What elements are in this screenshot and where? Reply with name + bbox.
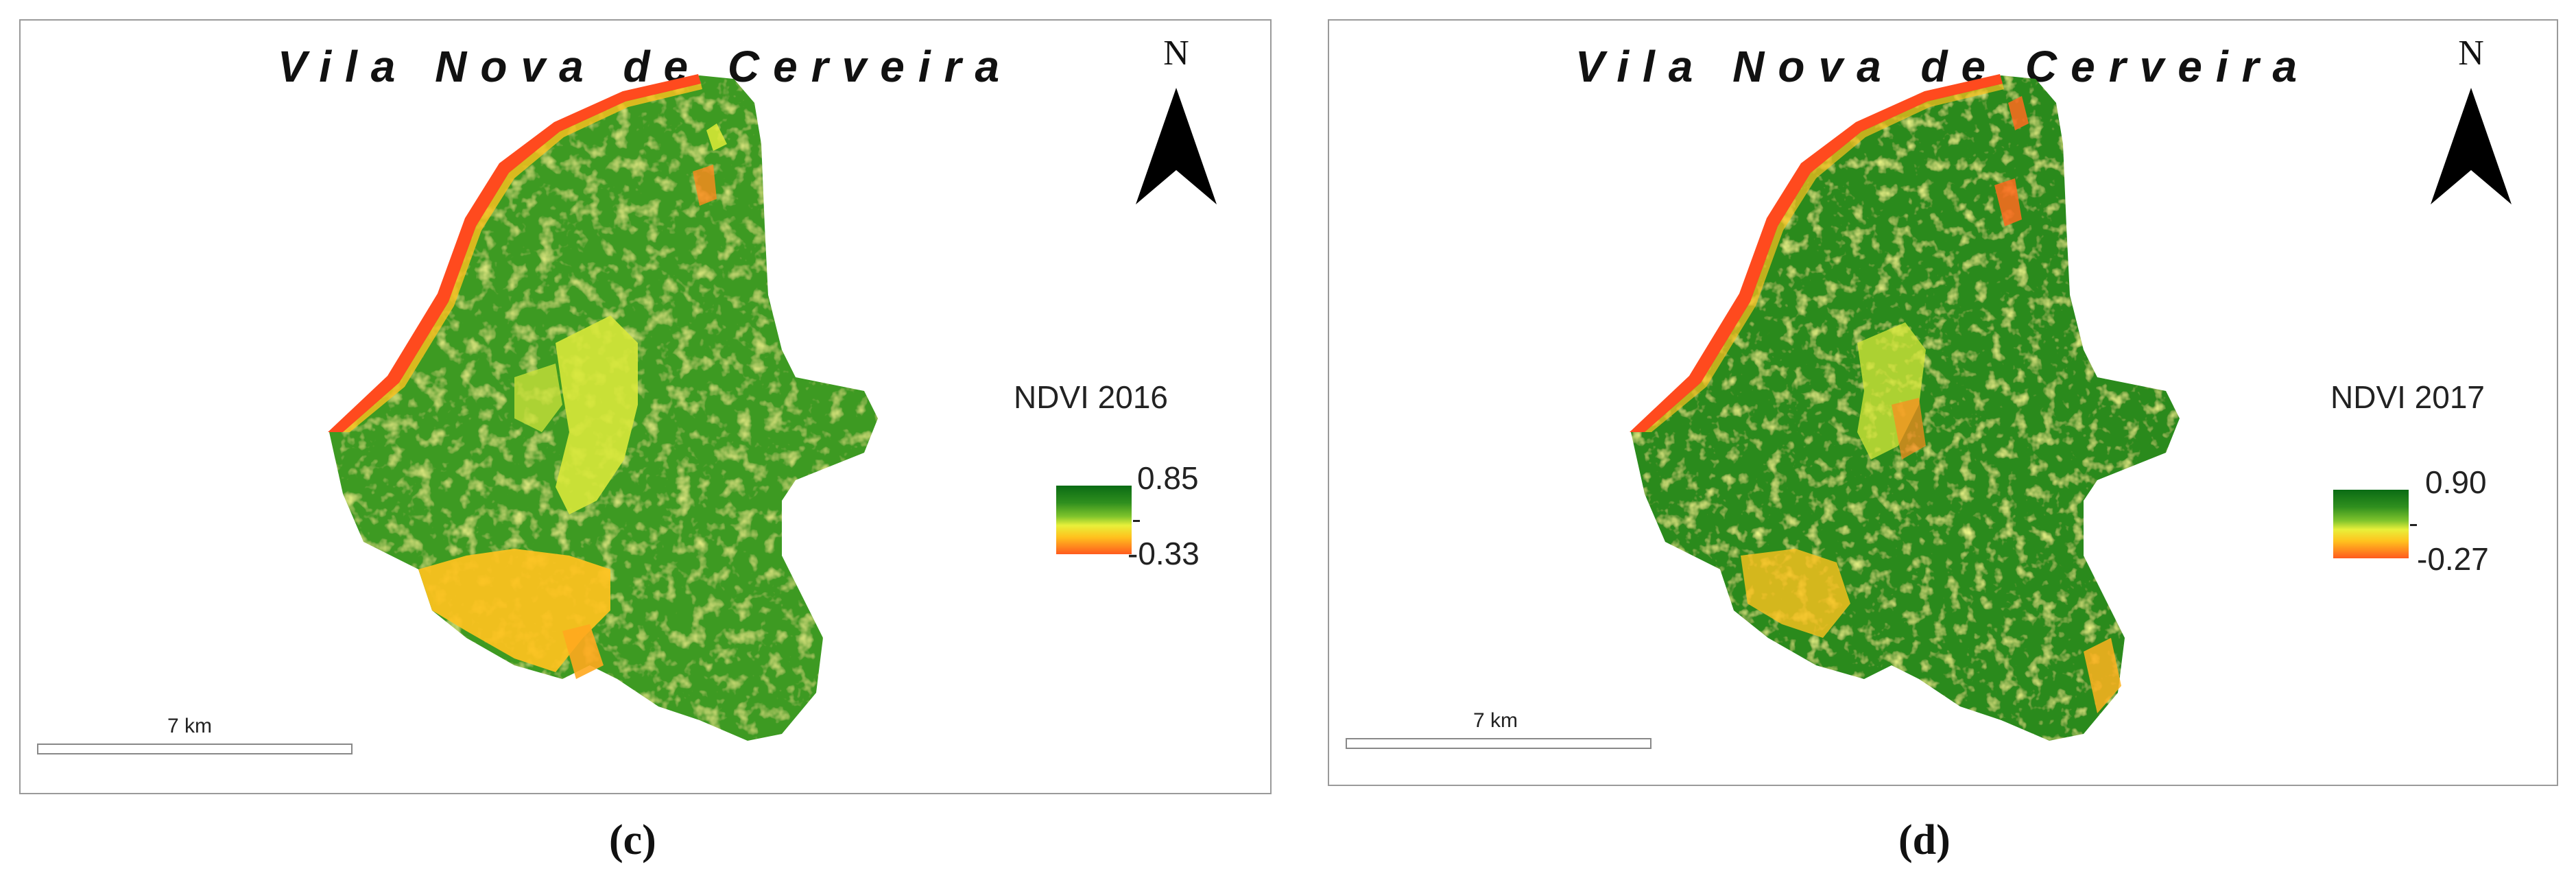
scale-bar xyxy=(37,744,353,754)
legend-title: NDVI 2016 xyxy=(1014,379,1169,415)
legend-mid-tick xyxy=(2410,524,2417,526)
river-mino xyxy=(1630,74,2003,432)
north-arrow-icon xyxy=(2431,88,2512,204)
legend-min-value: -0.27 xyxy=(2417,541,2489,577)
map-panel-c: Vila Nova de Cerveira N NDVI 2016 xyxy=(19,19,1272,794)
caption-d: (d) xyxy=(1898,817,1951,864)
legend-min-value: -0.33 xyxy=(1128,536,1200,571)
scale-bar xyxy=(1346,738,1651,749)
legend-max-value: 0.90 xyxy=(2425,464,2487,500)
north-arrow-icon xyxy=(1136,88,1217,204)
municipality-region xyxy=(329,75,878,741)
legend-color-ramp xyxy=(1056,486,1132,554)
north-arrow: N xyxy=(1132,33,1221,211)
map-panel-d: Vila Nova de Cerveira N NDVI 2017 xyxy=(1328,19,2558,786)
north-arrow: N xyxy=(2426,33,2516,211)
caption-c: (c) xyxy=(609,817,656,864)
ndvi-map-2017 xyxy=(1630,74,2180,741)
scale-label: 7 km xyxy=(1473,709,1518,732)
legend-mid-tick xyxy=(1133,520,1140,522)
legend-max-value: 0.85 xyxy=(1137,460,1199,496)
ndvi-map-2016 xyxy=(328,74,878,741)
river-mino xyxy=(328,74,701,432)
legend-color-ramp xyxy=(2333,490,2409,558)
map-title: Vila Nova de Cerveira xyxy=(277,42,1014,91)
municipality-region xyxy=(1631,75,2180,741)
north-label: N xyxy=(1163,34,1189,73)
scale-label: 7 km xyxy=(167,715,213,737)
legend-title: NDVI 2017 xyxy=(2330,379,2485,415)
north-label: N xyxy=(2458,34,2484,73)
map-title: Vila Nova de Cerveira xyxy=(1575,42,2311,91)
